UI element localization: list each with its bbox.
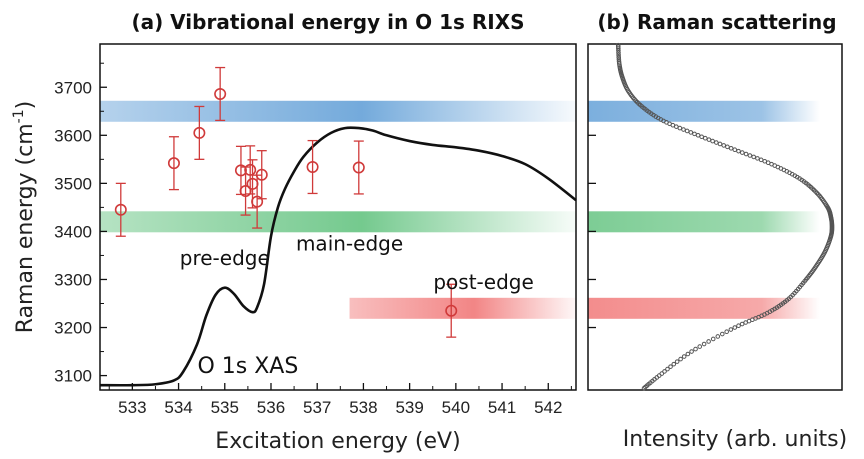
energy-bands-b bbox=[588, 101, 820, 319]
panel-a: (a) Vibrational energy in O 1s RIXS 533 5… bbox=[11, 10, 576, 454]
intensity-point bbox=[729, 146, 733, 150]
intensity-point bbox=[696, 134, 700, 138]
intensity-point bbox=[737, 149, 741, 153]
intensity-point bbox=[711, 139, 715, 143]
y-tick-label: 3300 bbox=[54, 270, 92, 289]
intensity-point bbox=[693, 132, 697, 136]
intensity-point bbox=[711, 337, 715, 341]
x-tick-label: 537 bbox=[303, 398, 331, 417]
intensity-point bbox=[733, 148, 737, 152]
intensity-point bbox=[748, 154, 752, 158]
intensity-point bbox=[679, 357, 683, 361]
panel-b-x-axis-label: Intensity (arb. units) bbox=[623, 427, 847, 452]
intensity-point bbox=[689, 131, 693, 135]
energy-band bbox=[100, 211, 576, 232]
intensity-point bbox=[720, 332, 724, 336]
data-point bbox=[169, 137, 179, 190]
intensity-point bbox=[707, 138, 711, 142]
intensity-point bbox=[740, 151, 744, 155]
intensity-point bbox=[703, 136, 707, 140]
intensity-point bbox=[715, 141, 719, 145]
intensity-point bbox=[690, 350, 694, 354]
intensity-point bbox=[726, 145, 730, 149]
intensity-point bbox=[716, 335, 720, 339]
data-point bbox=[354, 141, 364, 194]
annotation-label: post-edge bbox=[433, 270, 533, 294]
x-tick-label: 534 bbox=[164, 398, 192, 417]
intensity-point bbox=[733, 326, 737, 330]
intensity-point bbox=[672, 362, 676, 366]
y-tick-label: 3200 bbox=[54, 319, 92, 338]
energy-band bbox=[350, 298, 576, 319]
xas-curve bbox=[100, 128, 576, 386]
x-tick-label: 541 bbox=[488, 398, 516, 417]
x-axis-label: Excitation energy (eV) bbox=[215, 429, 460, 454]
intensity-point bbox=[698, 345, 702, 349]
y-axis-label: Raman energy (cm-1) bbox=[11, 101, 38, 333]
intensity-point bbox=[694, 347, 698, 351]
intensity-point bbox=[759, 158, 763, 162]
annotation-label: pre-edge bbox=[180, 246, 270, 270]
intensity-point bbox=[756, 157, 760, 161]
x-tick-label: 542 bbox=[534, 398, 562, 417]
y-tick-label: 3100 bbox=[54, 367, 92, 386]
intensity-point bbox=[752, 155, 756, 159]
data-point bbox=[307, 141, 317, 194]
intensity-point bbox=[669, 365, 673, 369]
intensity-point bbox=[702, 342, 706, 346]
intensity-point bbox=[685, 129, 689, 133]
x-tick-label: 539 bbox=[395, 398, 423, 417]
intensity-point bbox=[682, 355, 686, 359]
intensity-point bbox=[675, 360, 679, 364]
panel-a-title: (a) Vibrational energy in O 1s RIXS bbox=[131, 10, 524, 34]
y-axis-label-main: Raman energy (cm bbox=[13, 123, 38, 333]
intensity-point bbox=[763, 159, 767, 163]
annotation-label: O 1s XAS bbox=[197, 354, 298, 379]
x-axis: 533 534 535 536 537 538 539 540 541 542 bbox=[109, 383, 571, 417]
annotation-label: main-edge bbox=[296, 232, 403, 256]
intensity-point bbox=[707, 340, 711, 344]
intensity-point bbox=[725, 330, 729, 334]
intensity-point bbox=[686, 352, 690, 356]
x-tick-label: 540 bbox=[442, 398, 470, 417]
panel-b-title: (b) Raman scattering bbox=[597, 10, 836, 34]
intensity-point bbox=[729, 328, 733, 332]
x-tick-label: 533 bbox=[118, 398, 146, 417]
y-tick-label: 3700 bbox=[54, 78, 92, 97]
panel-b: (b) Raman scattering Intensity (arb. uni… bbox=[588, 10, 847, 452]
intensity-point bbox=[682, 128, 686, 132]
energy-band-b bbox=[588, 101, 820, 122]
intensity-point bbox=[700, 135, 704, 139]
x-tick-label: 538 bbox=[349, 398, 377, 417]
intensity-point bbox=[737, 324, 741, 328]
y-tick-label: 3600 bbox=[54, 126, 92, 145]
y-axis-label-close: ) bbox=[13, 101, 38, 110]
intensity-point bbox=[722, 144, 726, 148]
energy-band-b bbox=[588, 211, 820, 232]
x-tick-label: 535 bbox=[211, 398, 239, 417]
y-axis: 3100 3200 3300 3400 3500 3600 3700 bbox=[54, 63, 107, 385]
y-tick-label: 3500 bbox=[54, 174, 92, 193]
intensity-point bbox=[744, 152, 748, 156]
x-tick-label: 536 bbox=[257, 398, 285, 417]
y-axis-label-superscript: -1 bbox=[11, 109, 27, 123]
y-tick-label: 3400 bbox=[54, 222, 92, 241]
intensity-point bbox=[718, 142, 722, 146]
energy-band bbox=[100, 101, 576, 122]
